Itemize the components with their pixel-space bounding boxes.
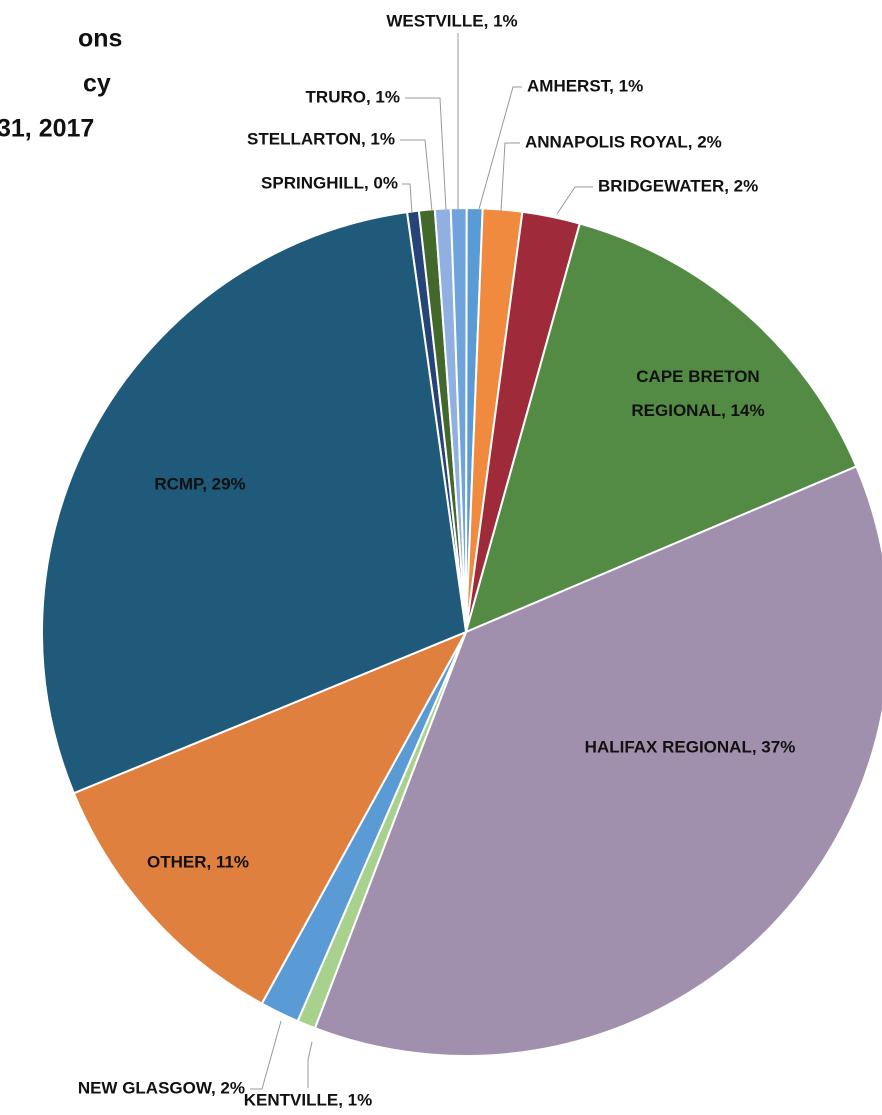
data-label: WESTVILLE, 1% — [386, 11, 517, 30]
data-label: ANNAPOLIS ROYAL, 2% — [525, 132, 722, 151]
data-label: CAPE BRETON REGIONAL, 14% — [631, 367, 764, 420]
leader-line — [250, 1020, 282, 1090]
data-label: HALIFAX REGIONAL, 37% — [585, 737, 796, 756]
title-line: cy — [83, 70, 111, 98]
title-line: 31, 2017 — [0, 115, 94, 143]
leader-line — [500, 142, 520, 212]
data-label: AMHERST, 1% — [527, 76, 643, 95]
data-label: NEW GLASGOW, 2% — [78, 1078, 245, 1097]
leader-line — [478, 86, 522, 210]
pie-slice — [313, 465, 882, 1058]
data-label: RCMP, 29% — [154, 474, 245, 493]
pie-slice — [464, 222, 858, 634]
pie-slice — [41, 210, 468, 795]
data-label: SPRINGHILL, 0% — [261, 173, 398, 192]
data-label: BRIDGEWATER, 2% — [598, 176, 758, 195]
leader-line — [400, 139, 433, 212]
leader-line — [405, 97, 447, 211]
leader-line — [556, 186, 593, 215]
data-label: OTHER, 11% — [147, 852, 249, 871]
leader-line — [307, 1041, 313, 1088]
pie-slice — [72, 629, 469, 1005]
title-line: ons — [78, 25, 122, 53]
data-label: TRURO, 1% — [306, 87, 400, 106]
data-label: STELLARTON, 1% — [247, 129, 395, 148]
leader-line — [402, 183, 413, 214]
data-label: KENTVILLE, 1% — [244, 1090, 372, 1109]
